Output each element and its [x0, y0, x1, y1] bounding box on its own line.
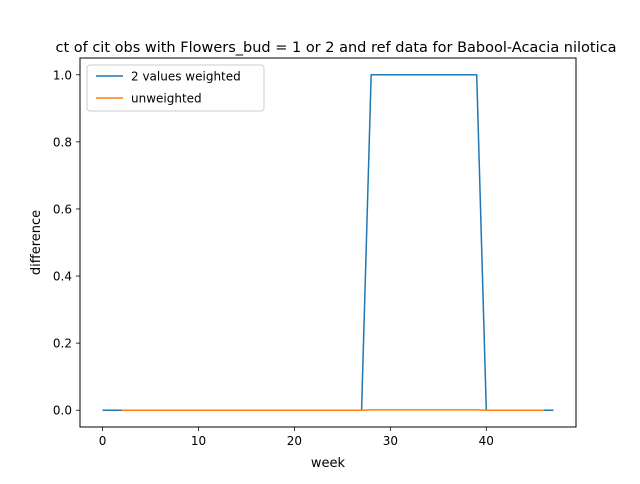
y-tick-label: 0.4 [53, 270, 72, 284]
x-tick-label: 40 [479, 434, 494, 448]
x-tick-label: 20 [287, 434, 302, 448]
x-axis-label: week [311, 456, 346, 471]
x-tick-label: 30 [383, 434, 398, 448]
y-tick-label: 1.0 [53, 68, 72, 82]
legend: 2 values weighted unweighted [87, 65, 264, 111]
y-axis-label: difference [29, 210, 44, 275]
x-tick-label: 10 [191, 434, 206, 448]
x-tick-label: 0 [99, 434, 107, 448]
legend-label-2: unweighted [131, 92, 202, 106]
chart-title: ct of cit obs with Flowers_bud = 1 or 2 … [55, 40, 616, 56]
legend-label-1: 2 values weighted [131, 70, 241, 84]
plot-area [80, 58, 576, 427]
y-tick-label: 0.0 [53, 404, 72, 418]
y-tick-label: 0.2 [53, 337, 72, 351]
plot-background [80, 58, 576, 427]
y-tick-label: 0.6 [53, 202, 72, 216]
y-tick-label: 0.8 [53, 135, 72, 149]
